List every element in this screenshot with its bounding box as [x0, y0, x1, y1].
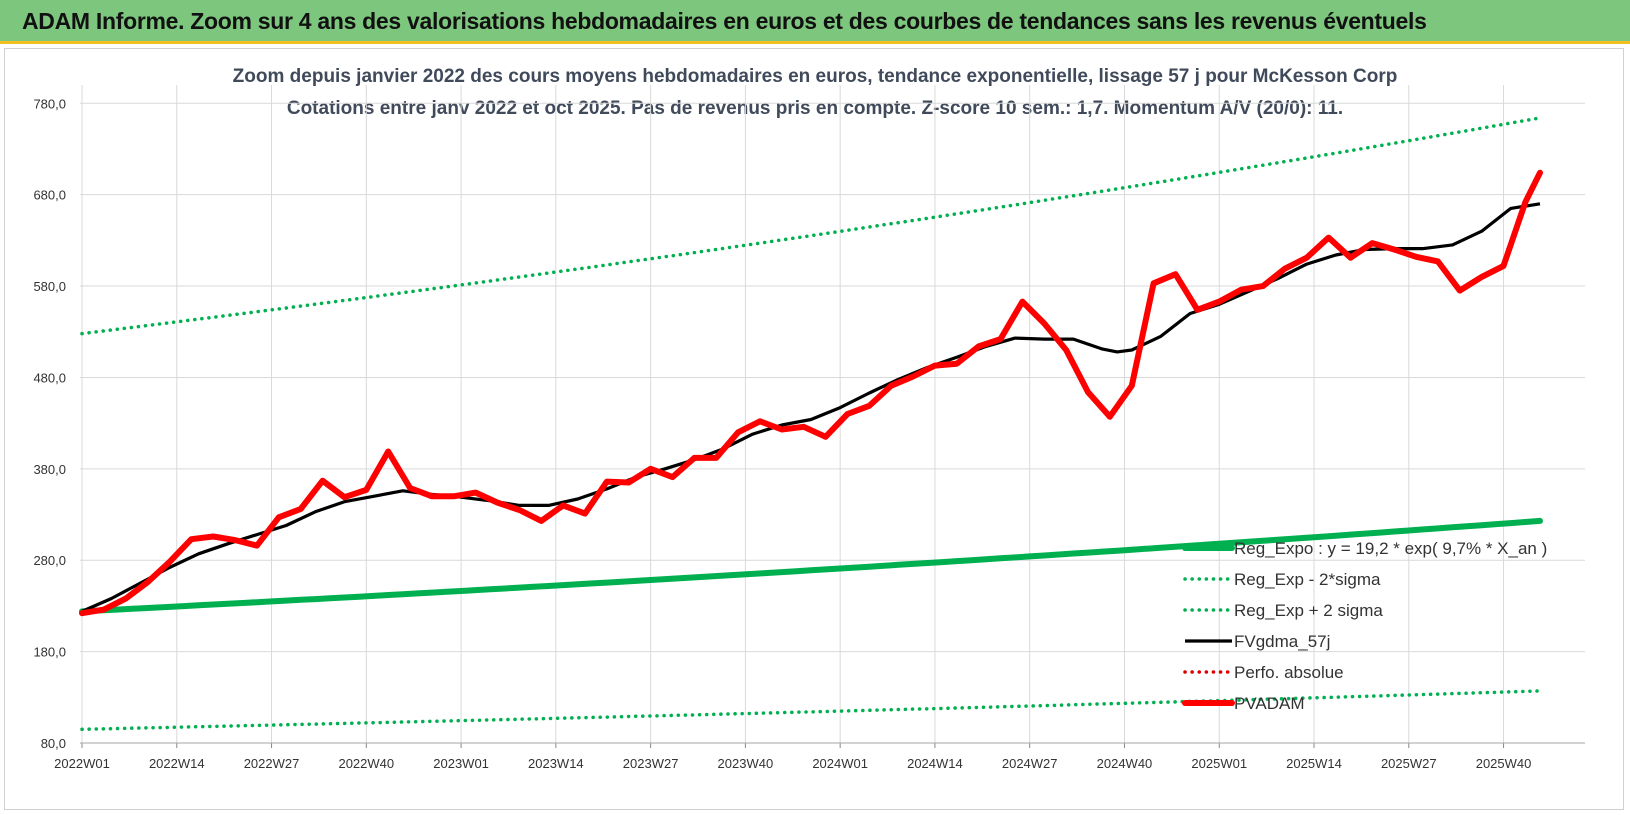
x-tick-label: 2024W40	[1097, 756, 1153, 771]
x-tick-label: 2025W01	[1191, 756, 1247, 771]
x-tick-label: 2022W27	[244, 756, 300, 771]
x-tick-label: 2024W27	[1002, 756, 1058, 771]
series-line-fvgdma-57j	[81, 202, 1541, 613]
x-tick-label: 2025W14	[1286, 756, 1342, 771]
x-tick-label: 2024W01	[812, 756, 868, 771]
y-tick-label: 580,0	[33, 279, 66, 294]
y-tick-label: 80,0	[41, 736, 66, 751]
x-tick-label: 2022W40	[338, 756, 394, 771]
legend-label: FVgdma_57j	[1234, 632, 1330, 651]
y-tick-label: 480,0	[33, 370, 66, 385]
series-line-pvadam	[79, 169, 1543, 617]
chart-legend: Reg_Expo : y = 19,2 * exp( 9,7% * X_an )…	[1182, 539, 1547, 713]
y-tick-label: 780,0	[33, 96, 66, 111]
report-header: ADAM Informe. Zoom sur 4 ans des valoris…	[0, 0, 1630, 44]
x-tick-label: 2025W40	[1476, 756, 1532, 771]
report-title: ADAM Informe. Zoom sur 4 ans des valoris…	[22, 8, 1427, 34]
legend-label: PVADAM	[1234, 694, 1305, 713]
series-line-reg-exp-2-sigma	[80, 116, 1542, 336]
x-tick-label: 2023W14	[528, 756, 584, 771]
x-tick-label: 2023W01	[433, 756, 489, 771]
legend-label: Reg_Exp + 2 sigma	[1234, 601, 1383, 620]
x-axis: 2022W01 2022W14 2022W27 2022W40 2023W01 2023W…	[54, 742, 1585, 771]
x-tick-label: 2022W01	[54, 756, 110, 771]
x-tick-label: 2025W27	[1381, 756, 1437, 771]
y-tick-label: 180,0	[33, 645, 66, 660]
y-tick-label: 680,0	[33, 188, 66, 203]
chart-grid	[80, 85, 1585, 744]
legend-label: Reg_Expo : y = 19,2 * exp( 9,7% * X_an )	[1234, 539, 1547, 558]
x-tick-label: 2023W27	[623, 756, 679, 771]
x-tick-label: 2022W14	[149, 756, 205, 771]
chart-title: Zoom depuis janvier 2022 des cours moyen…	[232, 66, 1398, 87]
x-tick-label: 2023W40	[718, 756, 774, 771]
y-axis: 80,0 180,0 280,0 380,0 480,0 580,0 680,0 780,0	[33, 96, 66, 751]
chart-series	[79, 116, 1543, 732]
y-tick-label: 280,0	[33, 553, 66, 568]
y-tick-label: 380,0	[33, 462, 66, 477]
legend-label: Perfo. absolue	[1234, 663, 1344, 682]
series-line-reg-expo-y-19-2-exp-9-7-x-an	[79, 517, 1543, 615]
x-tick-label: 2024W14	[907, 756, 963, 771]
legend-label: Reg_Exp - 2*sigma	[1234, 570, 1381, 589]
chart-frame	[4, 48, 1624, 810]
series-line-reg-exp-2-sigma	[80, 689, 1542, 732]
